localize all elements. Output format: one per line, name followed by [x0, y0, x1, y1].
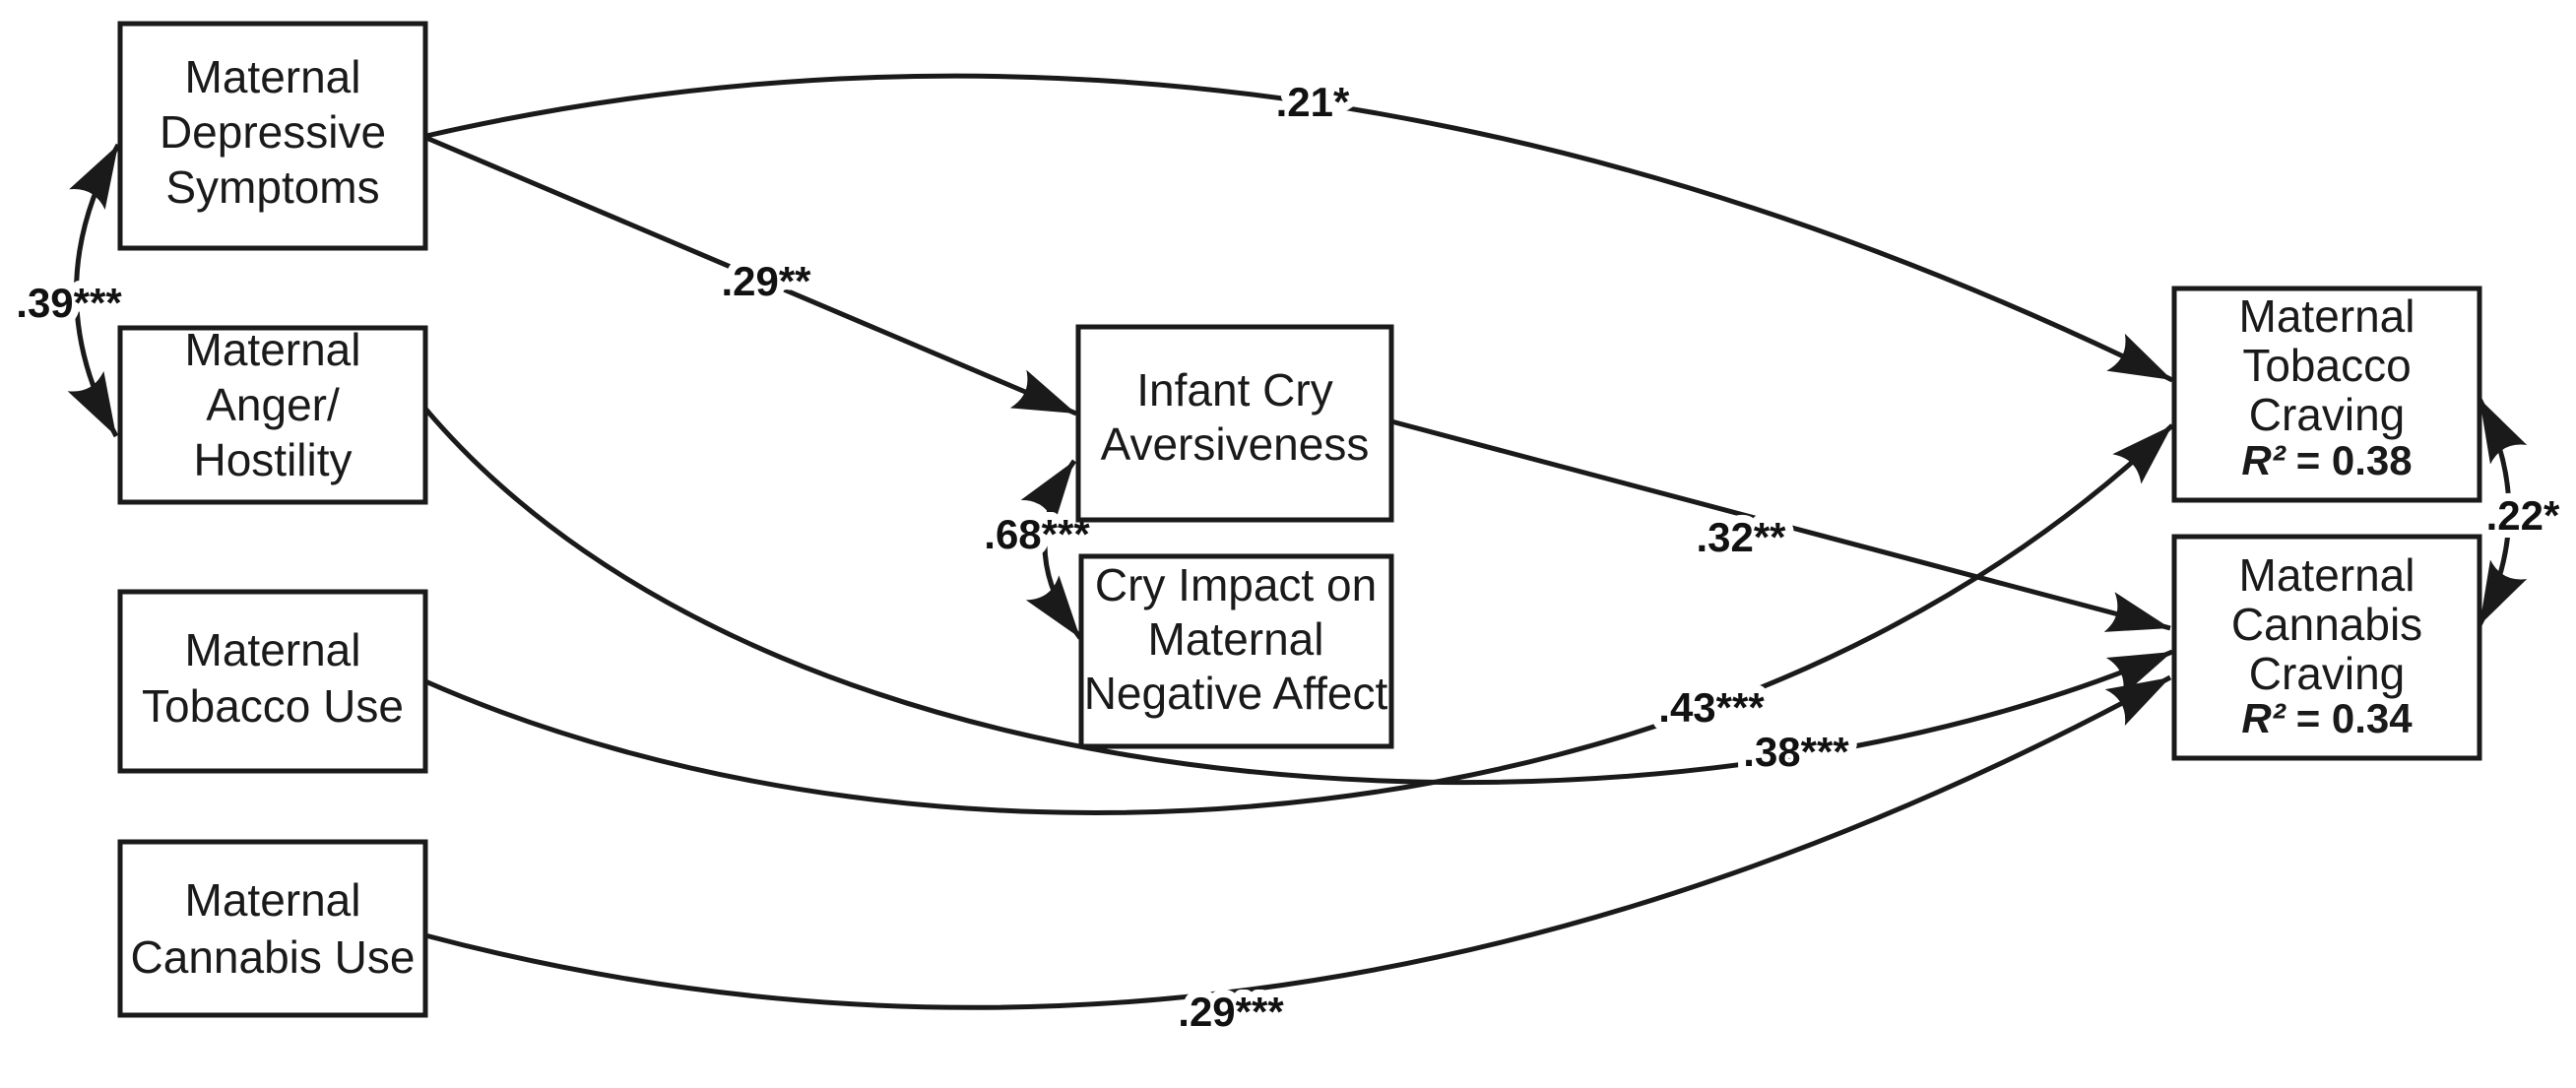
node-box	[1078, 553, 1394, 749]
coefficient-cry-aversiveness-cannabis-craving: .32**	[1696, 514, 1786, 560]
r-squared-symbol: R²	[2241, 437, 2286, 483]
path-tobacco-use-to-tobacco-craving	[423, 423, 2174, 815]
correlation-arrow-tobacco-craving-cannabis-craving	[2477, 397, 2528, 627]
node-maternal-cannabis-craving: Maternal Cannabis Craving R² = 0.34	[2171, 534, 2482, 761]
node-label: Maternal Tobacco Craving	[2239, 290, 2415, 440]
path-cannabis-use-to-cannabis-craving	[424, 674, 2172, 1010]
r-squared-label: R² = 0.38	[2241, 437, 2412, 483]
coefficient-tobacco-use-tobacco-craving: .43***	[1658, 684, 1765, 731]
path-depressive-to-cry-aversiveness	[425, 135, 1077, 416]
node-box	[117, 325, 428, 505]
path-cry-aversiveness-to-cannabis-craving	[1390, 418, 2171, 632]
node-infant-cry-aversiveness: Infant Cry Aversiveness	[1075, 324, 1394, 523]
node-box	[117, 21, 428, 251]
coefficient-cannabis-use-cannabis-craving: .29***	[1178, 989, 1284, 1035]
node-label: Maternal Cannabis Craving	[2231, 549, 2422, 699]
node-box	[2171, 286, 2482, 503]
node-label: Maternal Anger/Hostility	[185, 324, 361, 485]
node-maternal-anger-hostility: Maternal Anger/Hostility	[117, 324, 428, 505]
coefficient-correlation-depressive-anger: .39***	[16, 280, 122, 326]
coefficient-correlation-cry-boxes: .68***	[984, 511, 1090, 557]
node-label: Maternal Cannabis Use	[131, 874, 416, 983]
coefficient-depressive-tobacco-craving: .21*	[1276, 79, 1350, 125]
node-maternal-depressive-symptoms: Maternal Depressive Symptoms	[117, 21, 428, 251]
r-squared-value: = 0.34	[2296, 695, 2414, 741]
node-box	[117, 839, 428, 1018]
node-maternal-tobacco-craving: Maternal Tobacco Craving R² = 0.38	[2171, 286, 2482, 503]
r-squared-label: R² = 0.34	[2241, 695, 2413, 741]
r-squared-symbol: R²	[2241, 695, 2286, 741]
node-label: Cry Impact on Maternal Negative Affect	[1084, 559, 1388, 719]
node-box	[1075, 324, 1394, 523]
node-maternal-cannabis-use: Maternal Cannabis Use	[117, 839, 428, 1018]
connector-layer	[67, 73, 2528, 1010]
node-label: Infant Cry Aversiveness	[1101, 364, 1370, 470]
correlation-arrow-depressive-anger	[67, 143, 121, 438]
r-squared-value: = 0.38	[2296, 437, 2413, 483]
node-maternal-tobacco-use: Maternal Tobacco Use	[117, 589, 428, 774]
correlation-arrow-cry-aversiveness-cry-impact	[1020, 459, 1083, 640]
coefficient-depressive-cry-aversiveness: .29**	[721, 258, 811, 304]
path-anger-to-cannabis-craving	[423, 407, 2173, 786]
coefficient-correlation-craving-boxes: .22*	[2486, 492, 2560, 539]
node-layer: Maternal Depressive Symptoms Maternal Anger…	[117, 21, 2482, 1018]
path-depressive-to-tobacco-craving	[425, 73, 2174, 383]
node-box	[117, 589, 428, 774]
node-cry-impact-negative-affect: Cry Impact on Maternal Negative Affect	[1078, 553, 1394, 749]
coefficient-layer: .21* .29** .32** .43*** .38*** .29*** .3…	[8, 71, 2568, 1043]
node-label: Maternal Tobacco Use	[142, 624, 404, 732]
node-box	[2171, 534, 2482, 761]
node-label: Maternal Depressive Symptoms	[160, 51, 386, 213]
coefficient-anger-cannabis-craving: .38***	[1743, 729, 1849, 775]
